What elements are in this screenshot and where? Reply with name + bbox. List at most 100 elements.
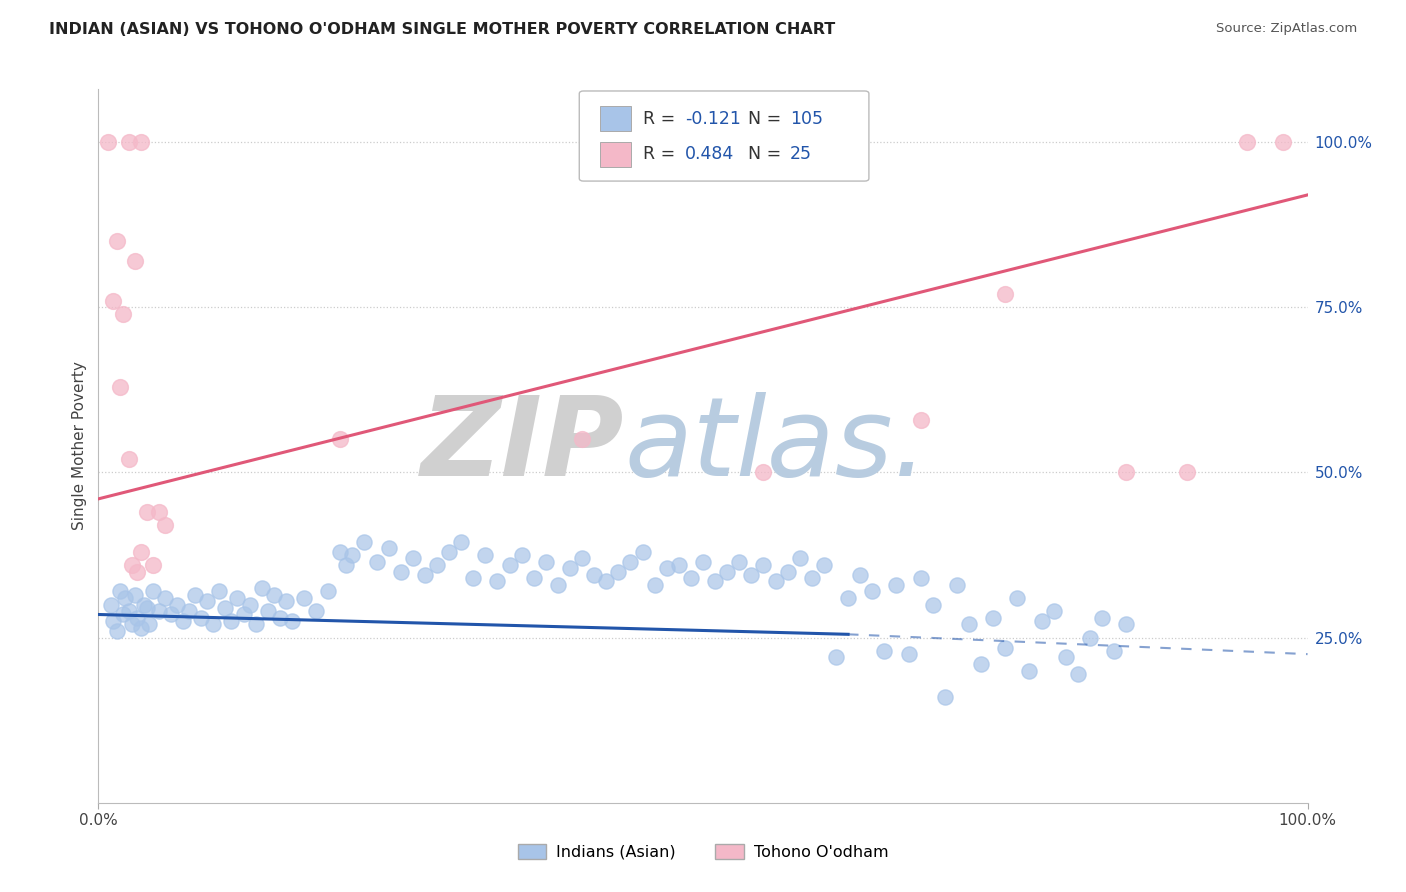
Point [1272, 135, 1295, 149]
Legend: Indians (Asian), Tohono O'odham: Indians (Asian), Tohono O'odham [512, 838, 894, 866]
Point [1007, 591, 1029, 605]
Text: INDIAN (ASIAN) VS TOHONO O'ODHAM SINGLE MOTHER POVERTY CORRELATION CHART: INDIAN (ASIAN) VS TOHONO O'ODHAM SINGLE … [49, 22, 835, 37]
Text: R =: R = [643, 145, 681, 163]
Point [108, 379, 131, 393]
Point [849, 567, 872, 582]
Text: atlas.: atlas. [624, 392, 928, 500]
Point [1078, 631, 1101, 645]
Point [274, 594, 297, 608]
Point [583, 567, 606, 582]
Point [910, 571, 932, 585]
Point [292, 591, 315, 605]
Point [250, 581, 273, 595]
Point [655, 561, 678, 575]
Point [135, 600, 157, 615]
Point [619, 555, 641, 569]
Point [934, 690, 956, 704]
Point [644, 578, 666, 592]
Text: ZIP: ZIP [420, 392, 624, 500]
Point [813, 558, 835, 572]
Point [97, 135, 120, 149]
Point [208, 584, 231, 599]
Point [994, 640, 1017, 655]
Point [335, 558, 357, 572]
Point [239, 598, 262, 612]
Point [138, 617, 160, 632]
Point [281, 614, 304, 628]
Point [111, 307, 134, 321]
Point [1031, 614, 1053, 628]
Point [148, 505, 170, 519]
Point [172, 614, 194, 628]
Point [353, 534, 375, 549]
Point [873, 644, 896, 658]
Point [134, 598, 156, 612]
Point [269, 611, 291, 625]
Point [910, 412, 932, 426]
Point [118, 452, 141, 467]
Point [105, 234, 128, 248]
Point [825, 650, 848, 665]
Point [752, 558, 775, 572]
Point [789, 551, 811, 566]
Point [413, 567, 436, 582]
Point [450, 534, 472, 549]
Point [129, 135, 152, 149]
Point [607, 565, 630, 579]
Point [214, 600, 236, 615]
Point [474, 548, 496, 562]
Point [153, 591, 176, 605]
Point [166, 598, 188, 612]
Point [114, 591, 136, 605]
Point [860, 584, 883, 599]
Point [142, 584, 165, 599]
Point [534, 555, 557, 569]
Y-axis label: Single Mother Poverty: Single Mother Poverty [72, 361, 87, 531]
Point [316, 584, 339, 599]
Point [1236, 135, 1258, 149]
Point [329, 545, 352, 559]
Point [256, 604, 278, 618]
Point [921, 598, 943, 612]
Point [377, 541, 399, 556]
Point [142, 558, 165, 572]
Point [1054, 650, 1077, 665]
Point [558, 561, 581, 575]
Point [263, 588, 285, 602]
Point [389, 565, 412, 579]
Point [121, 558, 143, 572]
Point [704, 574, 727, 589]
Point [179, 604, 201, 618]
Point [329, 433, 352, 447]
Text: N =: N = [748, 110, 787, 128]
Point [1091, 611, 1114, 625]
Point [202, 617, 225, 632]
Point [1115, 466, 1137, 480]
Point [232, 607, 254, 622]
Point [129, 545, 152, 559]
Point [105, 624, 128, 638]
Point [1115, 617, 1137, 632]
Point [668, 558, 690, 572]
Point [127, 611, 149, 625]
Point [101, 614, 124, 628]
Point [752, 466, 775, 480]
Point [1042, 604, 1064, 618]
Point [226, 591, 249, 605]
Point [342, 548, 364, 562]
Point [1018, 664, 1040, 678]
Point [101, 293, 124, 308]
Point [1102, 644, 1125, 658]
Point [127, 565, 149, 579]
Point [740, 567, 762, 582]
Point [510, 548, 533, 562]
Point [366, 555, 388, 569]
Point [160, 607, 183, 622]
Text: -0.121: -0.121 [685, 110, 741, 128]
Point [129, 621, 152, 635]
Point [118, 604, 141, 618]
Point [1067, 667, 1090, 681]
Point [897, 647, 920, 661]
Point [679, 571, 702, 585]
Point [305, 604, 328, 618]
